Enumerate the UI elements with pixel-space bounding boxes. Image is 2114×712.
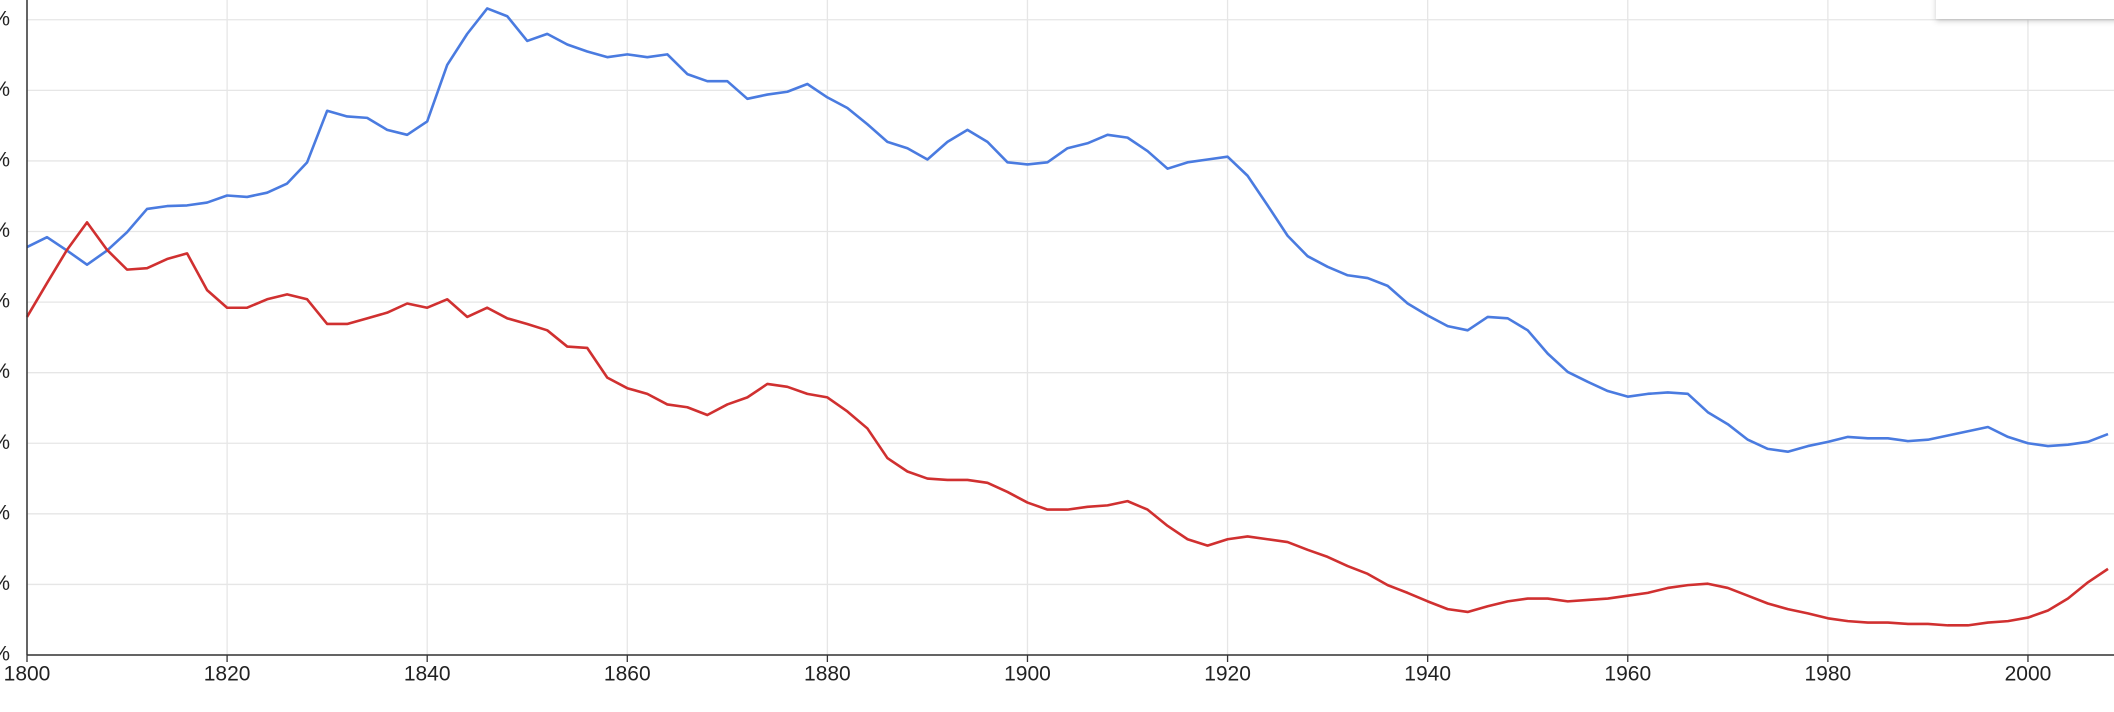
series-line xyxy=(26,7,2109,454)
y-tick-label: % xyxy=(0,431,10,454)
x-tick-label: 2000 xyxy=(2005,663,2052,686)
y-tick-label: % xyxy=(0,148,10,171)
y-tick-label: % xyxy=(0,219,10,242)
legend-box xyxy=(1936,0,2114,19)
series-line xyxy=(25,221,2109,627)
x-tick-label: 1920 xyxy=(1204,663,1251,686)
y-tick-label: % xyxy=(0,360,10,383)
lines xyxy=(25,7,2109,627)
grid xyxy=(26,0,2114,656)
x-tick-label: 1840 xyxy=(404,663,451,686)
y-tick-label: % xyxy=(0,78,10,101)
y-tick-label: % xyxy=(0,7,10,30)
y-tick-label: % xyxy=(0,290,10,313)
x-tick-label: 1800 xyxy=(4,663,51,686)
axes: %%%%%%%%%%180018201840186018801900192019… xyxy=(0,0,2114,686)
x-tick-label: 1980 xyxy=(1805,663,1852,686)
x-tick-label: 1820 xyxy=(204,663,251,686)
y-tick-label: % xyxy=(0,643,10,666)
x-tick-label: 1900 xyxy=(1004,663,1051,686)
y-tick-label: % xyxy=(0,572,10,595)
x-tick-label: 1940 xyxy=(1404,663,1451,686)
y-tick-label: % xyxy=(0,501,10,524)
x-tick-label: 1960 xyxy=(1604,663,1651,686)
x-tick-label: 1880 xyxy=(804,663,851,686)
x-tick-label: 1860 xyxy=(604,663,651,686)
